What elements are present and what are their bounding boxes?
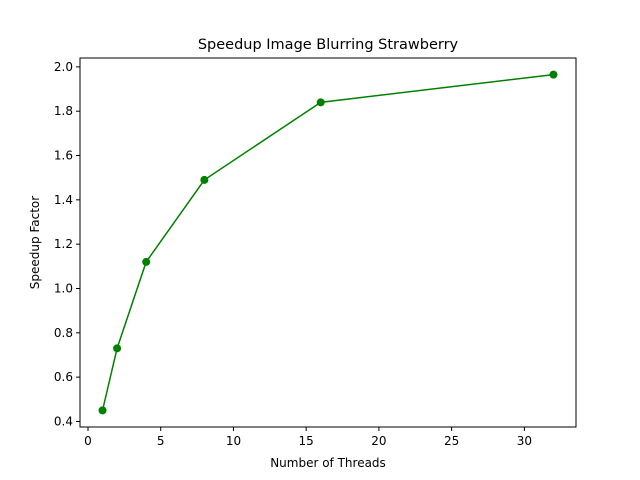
- y-tick-label: 0.8: [54, 326, 73, 340]
- plot-area: [80, 58, 576, 427]
- y-axis-label: Speedup Factor: [28, 196, 42, 289]
- data-point: [98, 406, 107, 415]
- y-tick-label: 2.0: [54, 60, 73, 74]
- series-layer: [98, 70, 558, 415]
- y-tick-label: 1.0: [54, 281, 73, 295]
- data-point: [316, 98, 325, 107]
- data-point: [142, 257, 151, 266]
- y-tick-label: 1.4: [54, 193, 73, 207]
- y-tick-label: 1.8: [54, 104, 73, 118]
- x-tick-label: 10: [226, 434, 241, 448]
- y-tick-label: 1.6: [54, 149, 73, 163]
- data-point: [200, 175, 209, 184]
- x-axis-label: Number of Threads: [270, 456, 386, 470]
- data-point: [549, 70, 558, 79]
- y-tick-label: 0.6: [54, 370, 73, 384]
- x-tick-label: 30: [517, 434, 532, 448]
- y-tick-label: 0.4: [54, 414, 73, 428]
- data-point: [113, 344, 122, 353]
- x-tick-label: 0: [84, 434, 92, 448]
- x-tick-label: 20: [371, 434, 386, 448]
- y-tick-label: 1.2: [54, 237, 73, 251]
- x-tick-label: 5: [157, 434, 165, 448]
- plot-frame: [79, 57, 577, 428]
- x-tick-label: 25: [444, 434, 459, 448]
- series-line: [101, 73, 554, 411]
- x-tick-label: 15: [299, 434, 314, 448]
- chart-title: Speedup Image Blurring Strawberry: [198, 37, 459, 53]
- axes-layer: 0 5 10 15 20 25 30 0.4 0.6 0.8 1.0 1.2 1.4 1.6 1.8 2.0: [54, 60, 532, 448]
